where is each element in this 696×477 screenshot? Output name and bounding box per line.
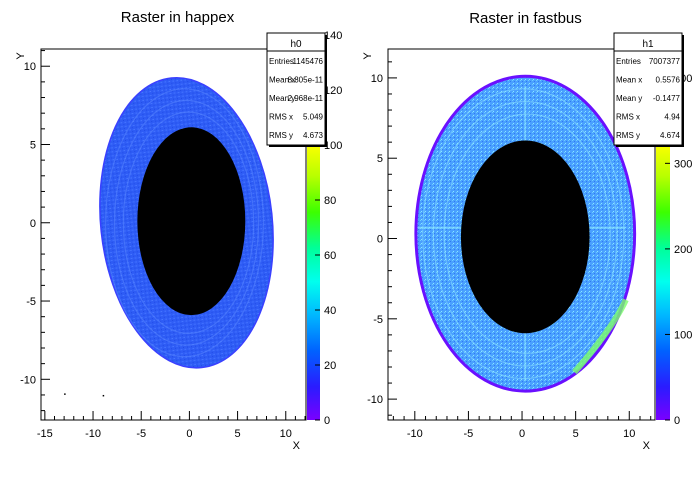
stats-row-value: 5.049 — [303, 113, 324, 122]
stats-row-label: Entries — [269, 57, 294, 66]
y-tick-label: -10 — [367, 394, 383, 406]
stats-row-value: 4.673 — [303, 131, 324, 140]
raster-band — [443, 113, 611, 354]
x-tick-label: -10 — [407, 428, 423, 440]
x-tick-label: 10 — [623, 428, 635, 440]
x-tick-label: -5 — [464, 428, 474, 440]
stats-row-value: -0.1477 — [653, 94, 681, 103]
stats-row-value: 2.968e-11 — [288, 94, 324, 103]
y-tick-label: 5 — [30, 139, 36, 151]
y-tick-label: -5 — [26, 296, 36, 308]
stray-point — [64, 393, 66, 395]
stray-point — [102, 394, 105, 397]
stats-row-value: 1145476 — [292, 57, 323, 66]
colorbar-tick-label: 20 — [324, 360, 336, 372]
panel-fastbus: Raster in fastbus -10 -5 0 5 10 -10 -5 0 5 10 X Y 0 10… — [362, 10, 692, 452]
y-tick-label: 0 — [30, 218, 36, 230]
y-tick-label: 10 — [24, 61, 36, 73]
colorbar-tick-label: 120 — [324, 85, 342, 97]
stats-row-label: Mean y — [269, 94, 295, 103]
plot-frame — [40, 48, 307, 421]
stats-name: h0 — [290, 39, 302, 50]
raster-band — [113, 99, 260, 346]
stats-row-value: 4.94 — [664, 113, 680, 122]
colorbar-tick-label: 300 — [674, 158, 692, 170]
panel-happex: Raster in happex-15 -10 -5 0 5 10-10-50510XY0… — [15, 9, 342, 452]
stats-row-label: Mean x — [616, 76, 642, 85]
y-tick-label: 0 — [377, 234, 383, 246]
colorbar — [656, 143, 670, 420]
colorbar-tick-label: 100 — [324, 140, 342, 152]
x-tick-label: 10 — [280, 428, 292, 440]
x-tick-label: 0 — [186, 428, 192, 440]
x-tick-label: 5 — [235, 428, 241, 440]
colorbar — [307, 143, 320, 420]
chart-title: Raster in happex — [121, 9, 235, 26]
y-tick-label: -10 — [20, 374, 36, 386]
stats-row-label: RMS y — [616, 131, 640, 140]
raster-hotspot — [572, 298, 629, 375]
y-axis-label: Y — [15, 52, 27, 60]
x-tick-label: 0 — [519, 428, 525, 440]
stats-row-value: 0.5576 — [656, 76, 681, 85]
x-tick-label: -10 — [85, 428, 101, 440]
colorbar-tick-label: 100 — [674, 329, 692, 341]
colorbar-tick-label: 140 — [324, 30, 342, 42]
raster-hole — [460, 140, 590, 334]
colorbar-tick-label: 40 — [324, 305, 336, 317]
colorbar-tick-label: 0 — [674, 415, 680, 427]
stats-row-label: Entries — [616, 57, 641, 66]
y-tick-label: 5 — [377, 153, 383, 165]
colorbar-tick-label: 0 — [324, 415, 330, 427]
stats-box — [613, 32, 683, 146]
stats-row-label: RMS x — [269, 113, 293, 122]
plot-frame — [387, 48, 656, 421]
x-axis-label: X — [293, 440, 301, 452]
y-tick-label: -5 — [373, 314, 383, 326]
stats-row-label: RMS y — [269, 131, 293, 140]
colorbar-tick-label: 200 — [674, 244, 692, 256]
colorbar-tick-label: 60 — [324, 250, 336, 262]
chart-title: Raster in fastbus — [469, 10, 582, 27]
y-axis-label: Y — [362, 52, 374, 60]
stats-row-value: 7007377 — [649, 57, 681, 66]
stats-row-label: Mean y — [616, 94, 642, 103]
raster-band — [422, 88, 625, 380]
stats-row-label: Mean x — [269, 76, 295, 85]
x-tick-label: -5 — [136, 428, 146, 440]
x-tick-label: 5 — [573, 428, 579, 440]
raster-band — [122, 111, 255, 335]
stats-box — [266, 32, 326, 146]
raster-band — [105, 88, 265, 358]
stats-row-value: 4.674 — [660, 131, 681, 140]
raster-hole — [137, 127, 246, 316]
stats-row-value: 8.805e-11 — [288, 76, 324, 85]
colorbar-tick-label: 80 — [324, 195, 336, 207]
stats-name: h1 — [642, 39, 654, 50]
x-tick-label: -15 — [37, 428, 53, 440]
y-tick-label: 10 — [371, 73, 383, 85]
x-axis-label: X — [643, 440, 651, 452]
stats-row-label: RMS x — [616, 113, 640, 122]
